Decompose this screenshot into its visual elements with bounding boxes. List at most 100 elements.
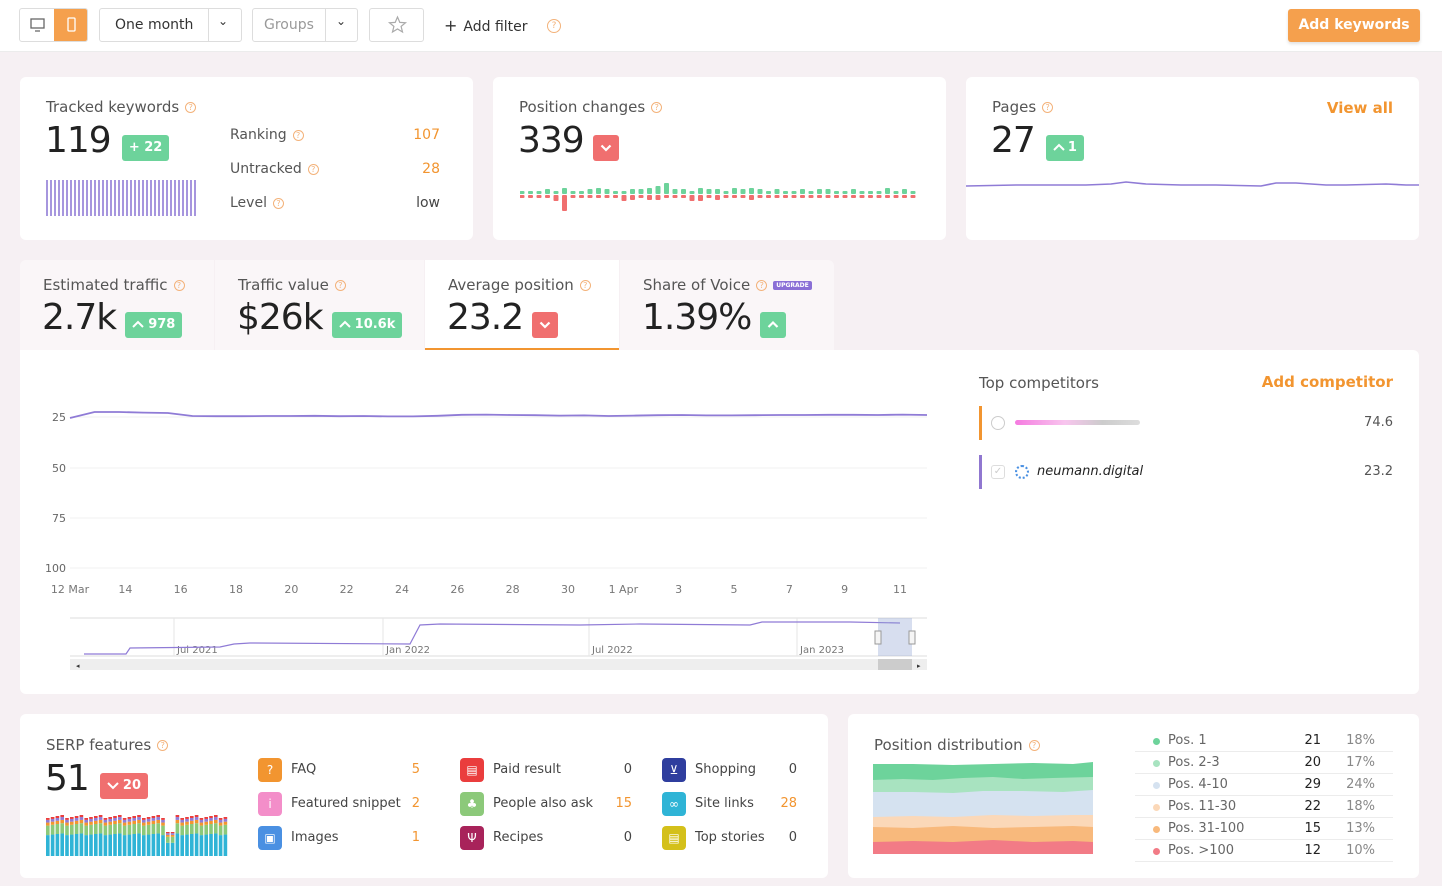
distribution-label: Pos. 11-30 (1168, 799, 1237, 814)
serp-bar-segment (223, 817, 228, 819)
view-all-link[interactable]: View all (1326, 99, 1393, 117)
period-value: One month (115, 17, 194, 33)
help-icon[interactable]: ? (756, 280, 768, 291)
help-icon[interactable]: ? (1042, 102, 1054, 113)
serp-bar-segment (146, 821, 151, 825)
serp-feature-item[interactable]: Ψ Recipes 0 (460, 826, 632, 852)
tab-traffic-value[interactable]: Traffic value? $26k 10.6k (215, 260, 424, 350)
serp-bar-segment (46, 818, 50, 820)
serp-feature-item[interactable]: ⊻ Shopping 0 (662, 758, 797, 784)
distribution-row[interactable]: Pos. 1 21 18% (1135, 730, 1393, 752)
x-tick-label: 28 (506, 583, 520, 596)
snippet-icon: i (258, 792, 282, 816)
distribution-row[interactable]: Pos. 2-3 20 17% (1135, 752, 1393, 774)
competitor-checkbox[interactable] (991, 416, 1005, 430)
distribution-row[interactable]: Pos. 11-30 22 18% (1135, 796, 1393, 818)
serp-feature-item[interactable]: ▣ Images 1 (258, 826, 420, 852)
serp-bar-segment (46, 835, 50, 856)
distribution-row[interactable]: Pos. 31-100 15 13% (1135, 818, 1393, 840)
serp-bar-segment (84, 825, 88, 836)
distribution-label: Pos. 4-10 (1168, 777, 1228, 792)
help-icon[interactable]: ? (547, 19, 561, 33)
help-icon[interactable]: ? (651, 102, 663, 113)
tracked-title: Tracked keywords (46, 98, 180, 116)
help-icon[interactable]: ? (334, 280, 346, 291)
navigator-tick-label: Jul 2022 (591, 645, 633, 656)
serp-feature-item[interactable]: ▤ Paid result 0 (460, 758, 632, 784)
scrollbar-track[interactable] (70, 659, 927, 670)
serp-bar-segment (190, 818, 194, 821)
help-icon[interactable]: ? (292, 129, 304, 141)
upgrade-tag[interactable]: UPGRADE (773, 281, 812, 290)
tab-estimated-traffic[interactable]: Estimated traffic? 2.7k 978 (20, 260, 214, 350)
help-icon[interactable]: ? (185, 102, 197, 113)
serp-feature-item[interactable]: ♣ People also ask 15 (460, 792, 632, 818)
pages-delta: 1 (1067, 139, 1077, 155)
metric-title: Estimated traffic (43, 276, 168, 294)
groups-select[interactable]: Groups ⌄ (252, 8, 358, 42)
scrollbar-thumb[interactable] (878, 659, 912, 670)
navigator-selection[interactable] (878, 618, 912, 656)
navigator-line (84, 621, 901, 655)
help-icon[interactable]: ? (307, 163, 319, 175)
serp-bar-segment (60, 819, 64, 824)
help-icon[interactable]: ? (272, 197, 284, 209)
serp-bar-segment (132, 820, 136, 824)
serp-bar-segment (79, 833, 84, 856)
add-keywords-button[interactable]: Add keywords (1288, 9, 1420, 42)
range-navigator[interactable]: Jul 2021 Jan 2022 Jul 2022 Jan 2023 ◂ ▸ (70, 617, 927, 670)
tracked-keywords-card: Tracked keywords? 119 + 22 Ranking? 107 … (20, 77, 473, 240)
competitor-row[interactable]: ✓ neumann.digital 23.2 (979, 455, 1393, 489)
change-bar-down (672, 195, 678, 198)
scroll-right-icon[interactable]: ▸ (917, 662, 921, 670)
distribution-row[interactable]: Pos. 4-10 29 24% (1135, 774, 1393, 796)
serp-bar-segment (161, 819, 165, 823)
serp-bar-segment (103, 818, 108, 820)
serp-bar-segment (70, 817, 74, 819)
add-competitor-link[interactable]: Add competitor (1261, 373, 1393, 391)
serp-bar-segment (218, 825, 223, 836)
x-tick-label: 18 (229, 583, 243, 596)
competitor-row[interactable]: 74.6 (979, 406, 1393, 440)
serp-bar-segment (60, 815, 64, 818)
tab-average-position[interactable]: Average position? 23.2 (425, 260, 619, 350)
navigator-handle[interactable] (874, 630, 882, 645)
period-select[interactable]: One month ⌄ (99, 8, 242, 42)
recipe-icon: Ψ (460, 826, 484, 850)
serp-bar-segment (127, 818, 132, 822)
change-bar-up (757, 189, 763, 194)
favorite-button[interactable] (369, 8, 424, 42)
serp-feature-item[interactable]: ∞ Site links 28 (662, 792, 797, 818)
serp-bar-segment (132, 824, 136, 834)
distribution-row[interactable]: Pos. >100 12 10% (1135, 840, 1393, 862)
legend-dot (1153, 760, 1160, 767)
desktop-button[interactable] (20, 9, 54, 41)
level-value: low (416, 195, 440, 211)
serp-feature-item[interactable]: i Featured snippet 2 (258, 792, 420, 818)
change-bar-down (706, 195, 712, 198)
serp-feature-item[interactable]: ▤ Top stories 0 (662, 826, 797, 852)
help-icon[interactable]: ? (157, 740, 169, 751)
distribution-label: Pos. 2-3 (1168, 755, 1220, 770)
question-icon: ? (258, 758, 282, 782)
metric-delta-badge (532, 311, 559, 338)
tab-share-of-voice[interactable]: Share of Voice? UPGRADE 1.39% (620, 260, 834, 350)
serp-bar-segment (142, 819, 146, 823)
untracked-value[interactable]: 28 (422, 161, 440, 177)
serp-bar-segment (204, 817, 208, 819)
competitor-checkbox[interactable]: ✓ (991, 465, 1005, 479)
serp-bar-segment (94, 834, 98, 856)
scroll-left-icon[interactable]: ◂ (76, 662, 80, 670)
mobile-button[interactable] (54, 9, 87, 41)
serp-bar-segment (194, 819, 199, 824)
help-icon[interactable]: ? (1028, 740, 1040, 751)
serp-feature-item[interactable]: ? FAQ 5 (258, 758, 420, 784)
add-filter-button[interactable]: + Add filter (444, 16, 528, 35)
serp-bar-segment (214, 833, 218, 856)
serp-bar-segment (180, 819, 184, 823)
change-bar-down (859, 195, 865, 198)
help-icon[interactable]: ? (173, 280, 185, 291)
navigator-handle[interactable] (908, 630, 916, 645)
help-icon[interactable]: ? (579, 280, 591, 291)
serp-bar-segment (74, 820, 79, 824)
